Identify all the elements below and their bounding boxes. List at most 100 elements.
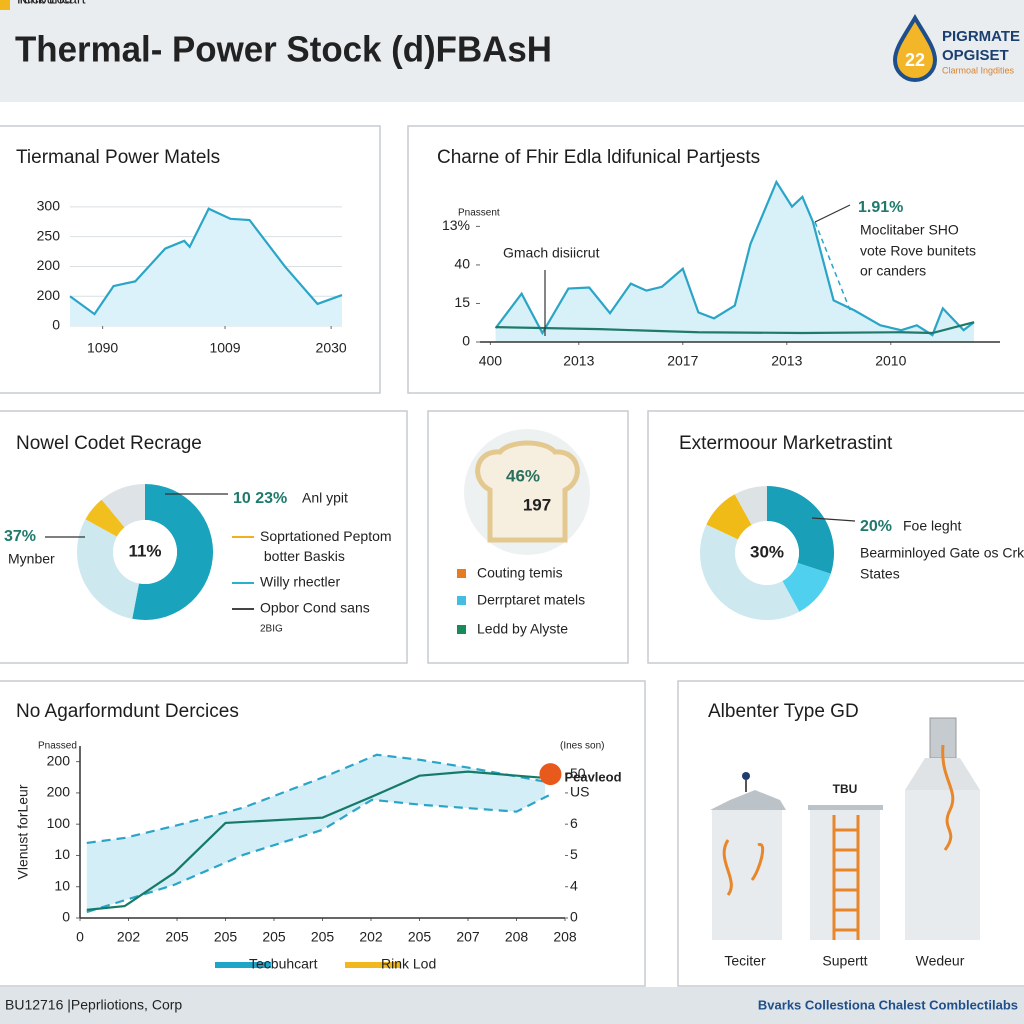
annotation: Gmach disiicrut <box>503 245 600 261</box>
y-tick-label: 15 <box>454 294 470 310</box>
series-line <box>86 793 551 914</box>
annotation: 10 23% <box>233 490 287 507</box>
y-tick-label: 40 <box>454 256 470 272</box>
pie-slice <box>700 524 800 620</box>
chart-title: Tiermanal Power Matels <box>16 147 220 168</box>
center-label: 11% <box>128 541 161 560</box>
pie-slice <box>76 519 140 619</box>
y-tick-label: 0 <box>62 909 70 925</box>
pie-slice <box>101 484 145 528</box>
y2-tick-label: 0 <box>570 909 578 925</box>
chart-title: Extermoour Marketrastint <box>679 433 893 454</box>
tank <box>810 810 880 940</box>
y2-tick-label: US <box>570 784 589 800</box>
legend-swatch <box>457 569 466 578</box>
types-panel: Albenter Type GD TBU Teciter Supertt Wed… <box>708 701 980 969</box>
annotation: Foe leght <box>903 518 961 534</box>
y-tick-label: 300 <box>37 198 61 214</box>
ladder <box>832 815 860 940</box>
pie-slice <box>767 486 834 574</box>
legend-swatch <box>457 596 466 605</box>
annotation: vote Rove bunitets <box>860 243 976 259</box>
tank-flow <box>941 744 955 851</box>
center-label: 30% <box>750 542 784 561</box>
leader-line <box>811 517 856 522</box>
area <box>86 794 550 918</box>
x-tick-label: 205 <box>262 929 286 945</box>
series-line <box>495 321 975 335</box>
legend-label: Tecbuhcart <box>17 0 86 7</box>
annotation: 1.91% <box>858 199 903 216</box>
tank-label: Supertt <box>822 953 867 969</box>
badge-top: 46% <box>506 466 540 485</box>
chart-title: Nowel Codet Recrage <box>16 433 202 454</box>
legend-label: Derrptaret matels <box>477 592 585 608</box>
tank <box>712 810 782 940</box>
footer-right: Bvarks Collestiona Chalest Comblectilabs <box>758 997 1018 1012</box>
x-tick-label: 1090 <box>87 340 118 356</box>
legend-swatch <box>457 625 466 634</box>
footer-left: BU12716 |Peprliotions, Corp <box>5 997 182 1013</box>
pie-slice <box>706 494 752 540</box>
annotation: States <box>860 566 900 582</box>
legend-swatch <box>215 962 271 968</box>
annotation: Bearminloyed Gate os Crk <box>860 545 1024 561</box>
y-tick-label: 0 <box>52 317 60 333</box>
y-axis-label: Vlenust forLeur <box>15 784 31 879</box>
axis-note: Pnassent <box>458 208 500 219</box>
annotation: 37% <box>4 528 36 545</box>
annotation: 2BIG <box>260 624 283 635</box>
x-tick-label: 205 <box>214 929 238 945</box>
series-line <box>69 207 343 316</box>
x-tick-label: 2013 <box>771 353 802 369</box>
pie-hole <box>113 520 177 584</box>
y-tick-label: 200 <box>47 784 71 800</box>
tank-cap <box>905 758 980 790</box>
x-tick-label: 0 <box>76 929 84 945</box>
legend-label: Tecbuhcart <box>249 956 318 972</box>
series-line <box>86 770 541 911</box>
y-tick-label: 0 <box>462 333 470 349</box>
logo-line: PIGRMATE <box>942 28 1020 45</box>
x-tick-label: 202 <box>359 929 383 945</box>
x-tick-label: 2010 <box>875 353 906 369</box>
y-tick-label: 200 <box>37 257 61 273</box>
tank-tag: TBU <box>833 782 858 796</box>
legend-label: Willy rhectler <box>260 574 340 590</box>
annotation: Mynber <box>8 551 55 567</box>
page-title: Thermal- Power Stock (d)FBAsH <box>15 29 552 70</box>
tank-label: Teciter <box>724 953 766 969</box>
series-line <box>86 753 546 845</box>
series-label: Peavleod <box>564 770 621 785</box>
badge-bottom: 197 <box>523 495 551 514</box>
annotation: Anl ypit <box>302 490 348 506</box>
y-tick-label: 200 <box>37 287 61 303</box>
legend-label: Opbor Cond sans <box>260 600 370 616</box>
point <box>539 763 562 786</box>
axis-note: Pnassed <box>38 741 77 752</box>
y2-tick-label: 6 <box>570 815 578 831</box>
header-band <box>0 0 1024 102</box>
logo-drop <box>892 14 938 82</box>
panel <box>407 125 1024 394</box>
legend-label: Rink Lod <box>381 956 436 972</box>
x-tick-label: 205 <box>311 929 335 945</box>
y-tick-label: 10 <box>54 846 70 862</box>
annotation: 20% <box>860 518 892 535</box>
logo-line: OPGISET <box>942 47 1009 64</box>
series-line <box>494 179 975 337</box>
badge-panel: 46% 197 <box>464 429 590 555</box>
badge-shape <box>475 440 580 543</box>
chart-title: No Agarformdunt Dercices <box>16 701 239 722</box>
area <box>70 208 342 326</box>
pie-slice <box>85 499 125 537</box>
annotation: or canders <box>860 263 926 279</box>
panel-title: Albenter Type GD <box>708 701 859 722</box>
y-tick-label: 13% <box>442 217 470 233</box>
y2-tick-label: 50 <box>570 765 586 781</box>
legend-label: Couting temis <box>477 565 563 581</box>
legend-swatch <box>345 962 401 968</box>
legend-label: Soprtationed Peptom botter Baskis <box>260 528 392 564</box>
chart-title: Charne of Fhir Edla ldifunical Partjests <box>437 147 760 168</box>
